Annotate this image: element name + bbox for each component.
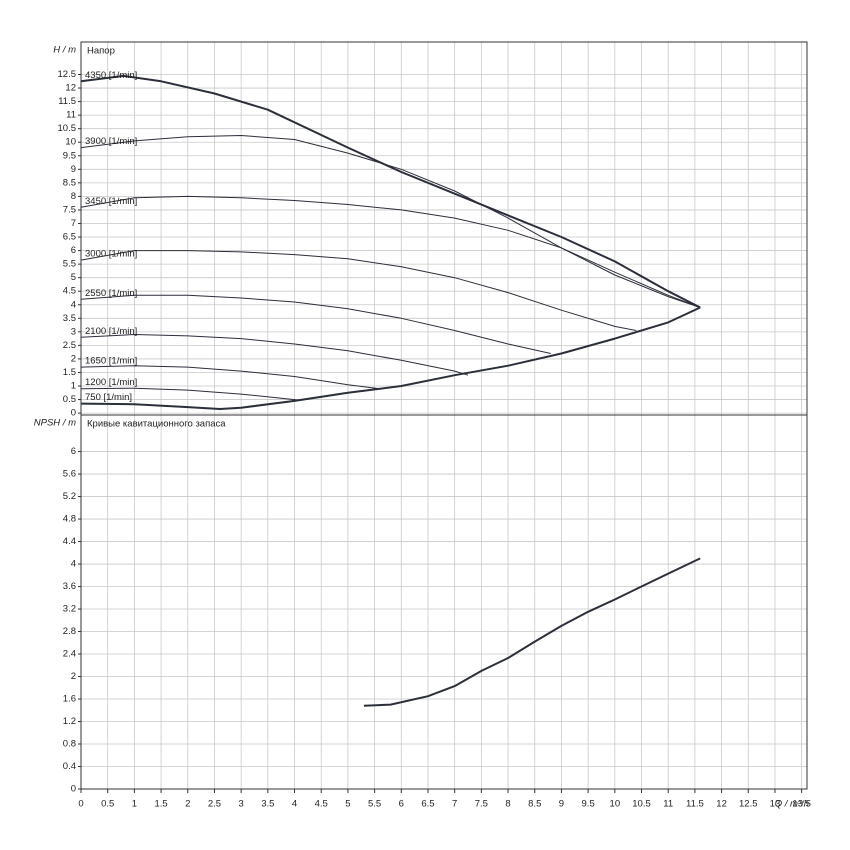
plot-frame bbox=[80, 414, 808, 790]
curve-label: 2550 [1/min] bbox=[85, 288, 137, 299]
x-tick-label: 9.5 bbox=[582, 799, 595, 810]
y-tick-label: 4.4 bbox=[63, 536, 76, 547]
curve bbox=[80, 250, 637, 331]
x-tick-label: 2 bbox=[185, 799, 190, 810]
y-tick-label: 4.8 bbox=[63, 514, 76, 525]
x-tick-label: 5 bbox=[345, 799, 350, 810]
x-tick-label: 11.5 bbox=[686, 799, 704, 810]
y-tick-label: 6.5 bbox=[63, 232, 76, 243]
x-tick-label: 10.5 bbox=[632, 799, 651, 810]
y-axis-label: H / m bbox=[53, 45, 76, 56]
curve bbox=[80, 74, 701, 309]
x-tick-label: 1.5 bbox=[154, 799, 167, 810]
curve-label: 3450 [1/min] bbox=[85, 196, 137, 207]
x-tick-label: 10 bbox=[610, 799, 621, 810]
x-tick-label: 5.5 bbox=[368, 799, 381, 810]
y-tick-label: 5.2 bbox=[63, 491, 76, 502]
curve-label: 750 [1/min] bbox=[85, 392, 132, 403]
y-tick-label: 0 bbox=[71, 784, 76, 795]
x-tick-label: 6.5 bbox=[421, 799, 434, 810]
y-tick-label: 2 bbox=[71, 671, 76, 682]
y-tick-label: 12.5 bbox=[58, 69, 77, 80]
y-tick-label: 1.5 bbox=[63, 367, 76, 378]
y-tick-label: 6 bbox=[71, 245, 76, 256]
y-tick-label: 0.5 bbox=[63, 394, 76, 405]
y-tick-label: 5.5 bbox=[63, 259, 76, 270]
panel-title: Напор bbox=[87, 46, 115, 57]
y-tick-label: 1.6 bbox=[63, 694, 76, 705]
x-tick-label: 2.5 bbox=[208, 799, 221, 810]
y-tick-label: 4 bbox=[71, 299, 76, 310]
y-tick-label: 11 bbox=[66, 110, 76, 121]
x-tick-label: 7 bbox=[452, 799, 457, 810]
y-tick-label: 5.6 bbox=[63, 469, 76, 480]
y-tick-label: 7 bbox=[71, 218, 76, 229]
y-tick-label: 9.5 bbox=[63, 150, 76, 161]
y-tick-label: 4.5 bbox=[63, 286, 76, 297]
y-tick-label: 9 bbox=[71, 164, 76, 175]
y-tick-label: 6 bbox=[71, 446, 76, 457]
x-tick-label: 11 bbox=[663, 799, 673, 810]
y-tick-label: 11.5 bbox=[58, 96, 76, 107]
curve bbox=[80, 135, 701, 308]
y-tick-label: 3.5 bbox=[63, 313, 76, 324]
x-tick-label: 4.5 bbox=[315, 799, 328, 810]
y-tick-label: 10 bbox=[65, 137, 76, 148]
x-tick-label: 6 bbox=[399, 799, 404, 810]
curve bbox=[363, 557, 701, 707]
x-tick-label: 8.5 bbox=[528, 799, 541, 810]
curve-label: 3000 [1/min] bbox=[85, 249, 137, 260]
x-tick-label: 3 bbox=[238, 799, 243, 810]
y-tick-label: 3.6 bbox=[63, 581, 76, 592]
panel-title: Кривые кавитационного запаса bbox=[87, 419, 226, 430]
curve-label: 1200 [1/min] bbox=[85, 377, 137, 388]
y-tick-label: 3 bbox=[71, 326, 76, 337]
curve bbox=[80, 387, 300, 401]
x-tick-label: 8 bbox=[505, 799, 510, 810]
y-tick-label: 3.2 bbox=[63, 604, 76, 615]
curve-label: 4350 [1/min] bbox=[85, 70, 137, 81]
x-tick-label: 3.5 bbox=[261, 799, 274, 810]
x-tick-label: 4 bbox=[292, 799, 297, 810]
y-tick-label: 0.4 bbox=[63, 761, 76, 772]
y-tick-label: 2.4 bbox=[63, 649, 76, 660]
x-tick-label: 0 bbox=[78, 799, 83, 810]
y-tick-label: 10.5 bbox=[58, 123, 77, 134]
curve bbox=[80, 294, 551, 354]
y-tick-label: 5 bbox=[71, 272, 76, 283]
x-tick-label: 13.5 bbox=[792, 799, 811, 810]
x-tick-label: 7.5 bbox=[475, 799, 488, 810]
y-tick-label: 0.8 bbox=[63, 739, 76, 750]
y-tick-label: 1.2 bbox=[63, 716, 76, 727]
curve-label: 2100 [1/min] bbox=[85, 326, 137, 337]
y-tick-label: 8.5 bbox=[63, 177, 76, 188]
y-tick-label: 2.5 bbox=[63, 340, 76, 351]
curve-label: 3900 [1/min] bbox=[85, 136, 137, 147]
y-tick-label: 1 bbox=[71, 381, 76, 392]
curve bbox=[80, 334, 469, 376]
y-tick-label: 12 bbox=[65, 83, 76, 94]
x-tick-label: 1 bbox=[132, 799, 137, 810]
x-tick-label: 0.5 bbox=[101, 799, 114, 810]
curve bbox=[80, 365, 380, 390]
x-axis-label: Q / m³/h bbox=[775, 799, 809, 810]
y-tick-label: 2.8 bbox=[63, 626, 76, 637]
x-tick-label: 12.5 bbox=[739, 799, 758, 810]
curve bbox=[80, 195, 701, 308]
x-tick-label: 12 bbox=[716, 799, 727, 810]
curve-label: 1650 [1/min] bbox=[85, 356, 137, 367]
x-tick-label: 13 bbox=[770, 799, 781, 810]
y-axis-label: NPSH / m bbox=[34, 418, 76, 429]
x-tick-label: 9 bbox=[559, 799, 564, 810]
y-tick-label: 8 bbox=[71, 191, 76, 202]
y-tick-label: 4 bbox=[71, 559, 76, 570]
curve bbox=[80, 306, 701, 410]
y-tick-label: 0 bbox=[71, 408, 76, 419]
y-tick-label: 2 bbox=[71, 353, 76, 364]
y-tick-label: 7.5 bbox=[63, 204, 76, 215]
